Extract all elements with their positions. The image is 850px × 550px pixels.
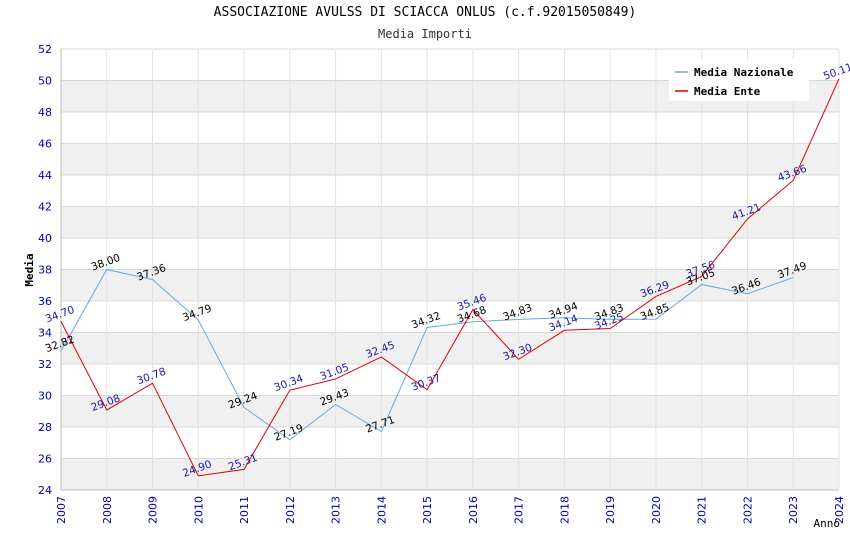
x-tick-label: 2021 <box>696 496 709 524</box>
grid-band <box>61 332 839 364</box>
y-tick-label: 34 <box>38 327 52 340</box>
x-tick-label: 2015 <box>421 496 434 524</box>
x-tick-label: 2018 <box>558 496 571 524</box>
x-tick-label: 2024 <box>833 496 846 524</box>
x-tick-label: 2014 <box>375 496 388 524</box>
data-label: 34.83 <box>501 302 533 324</box>
legend-box <box>669 59 809 101</box>
x-tick-label: 2013 <box>330 496 343 524</box>
x-tick-label: 2008 <box>101 496 114 524</box>
chart-title: ASSOCIAZIONE AVULSS DI SCIACCA ONLUS (c.… <box>213 5 637 20</box>
x-tick-label: 2009 <box>147 496 160 524</box>
legend-label: Media Nazionale <box>694 66 794 79</box>
y-tick-label: 40 <box>38 232 52 245</box>
y-tick-label: 38 <box>38 264 52 277</box>
data-label: 34.79 <box>181 302 213 324</box>
y-tick-label: 32 <box>38 358 52 371</box>
x-axis-title: Anno <box>814 517 841 530</box>
grid-band <box>61 206 839 238</box>
x-tick-label: 2017 <box>513 496 526 524</box>
y-tick-label: 52 <box>38 43 52 56</box>
y-tick-label: 48 <box>38 106 52 119</box>
grid-band <box>61 269 839 301</box>
y-tick-label: 28 <box>38 421 52 434</box>
series-line-0 <box>60 268 794 441</box>
grid-band <box>61 143 839 175</box>
x-tick-label: 2010 <box>192 496 205 524</box>
y-tick-label: 42 <box>38 201 52 214</box>
y-axis-title: Media <box>23 253 36 286</box>
x-tick-label: 2011 <box>238 496 251 524</box>
grid-band <box>61 395 839 427</box>
chart-subtitle: Media Importi <box>378 27 472 41</box>
x-tick-label: 2012 <box>284 496 297 524</box>
data-label: 34.32 <box>410 310 442 332</box>
legend-label: Media Ente <box>694 85 761 98</box>
y-tick-label: 24 <box>38 484 52 497</box>
data-label: 50.11 <box>822 61 850 83</box>
x-tick-label: 2023 <box>787 496 800 524</box>
x-tick-label: 2007 <box>55 496 68 524</box>
x-tick-label: 2016 <box>467 496 480 524</box>
y-tick-label: 26 <box>38 453 52 466</box>
y-tick-label: 44 <box>38 169 52 182</box>
x-tick-label: 2020 <box>650 496 663 524</box>
x-tick-label: 2022 <box>741 496 754 524</box>
y-tick-label: 36 <box>38 295 52 308</box>
data-label: 30.37 <box>410 372 442 394</box>
grid-band <box>61 458 839 490</box>
y-tick-label: 30 <box>38 390 52 403</box>
y-tick-label: 50 <box>38 75 52 88</box>
y-tick-label: 46 <box>38 138 52 151</box>
x-tick-label: 2019 <box>604 496 617 524</box>
series-line-1 <box>60 78 840 477</box>
